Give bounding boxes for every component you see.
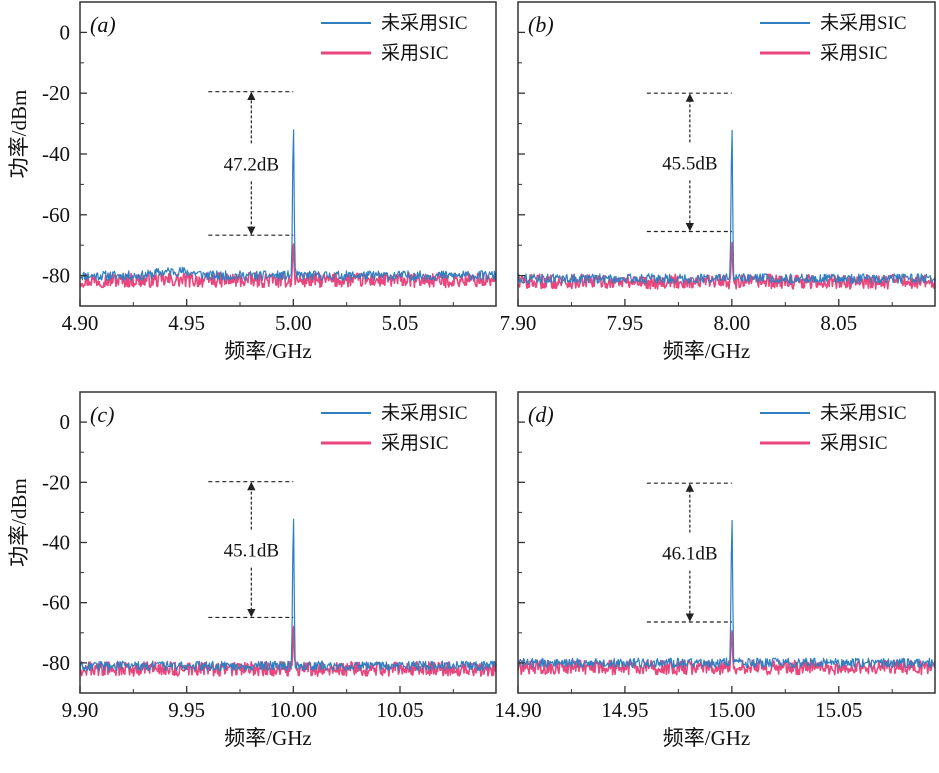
x-axis-title: 频率/GHz bbox=[224, 726, 312, 750]
annotation-label: 46.1dB bbox=[662, 544, 717, 565]
x-axis-title: 频率/GHz bbox=[224, 339, 312, 363]
x-tick-label: 10.00 bbox=[270, 698, 317, 722]
panel-d: 14.90 14.95 15.00 15.05 频率/GHz (d) 未采用SIC 采用SIC… bbox=[494, 391, 936, 750]
trace-sic-1 bbox=[79, 243, 497, 289]
x-tick-label: 14.90 bbox=[494, 698, 541, 722]
panel-a: 4.90 4.95 5.00 5.05 0 -20 -40 -60 -80 频率/GHz 功率/dB… bbox=[7, 1, 497, 363]
x-tick-label: 4.90 bbox=[62, 311, 99, 335]
legend-label-no-sic: 未采用SIC bbox=[820, 402, 907, 424]
trace-no-sic-3 bbox=[79, 518, 497, 672]
x-tick-label: 7.90 bbox=[500, 311, 537, 335]
x-tick-label: 15.00 bbox=[708, 698, 755, 722]
legend-label-no-sic: 未采用SIC bbox=[381, 402, 468, 424]
x-tick-label: 7.95 bbox=[607, 311, 644, 335]
panel-label: (a) bbox=[90, 12, 116, 37]
annotation-label: 47.2dB bbox=[224, 154, 279, 175]
trace-sic-2 bbox=[517, 241, 936, 290]
x-tick-label: 9.90 bbox=[62, 698, 99, 722]
panel-label: (b) bbox=[528, 12, 554, 37]
y-tick-label: -20 bbox=[42, 81, 70, 105]
legend-label-no-sic: 未采用SIC bbox=[820, 12, 907, 34]
y-tick-label: -60 bbox=[42, 591, 70, 615]
y-tick-label: -60 bbox=[42, 203, 70, 227]
y-tick-label: 0 bbox=[60, 20, 71, 44]
y-tick-label: 0 bbox=[60, 410, 71, 434]
legend-label-no-sic: 未采用SIC bbox=[381, 12, 468, 34]
x-tick-label: 4.95 bbox=[168, 311, 205, 335]
panel-b: 7.90 7.95 8.00 8.05 频率/GHz (b) 未采用SIC 采用SIC 45.5… bbox=[500, 1, 936, 363]
trace-no-sic-2 bbox=[517, 129, 936, 285]
x-axis-title: 频率/GHz bbox=[663, 726, 751, 750]
x-tick-label: 15.05 bbox=[815, 698, 862, 722]
annotation-label: 45.1dB bbox=[224, 541, 279, 562]
trace-no-sic-4 bbox=[517, 519, 936, 669]
panel-label: (d) bbox=[528, 402, 554, 427]
x-tick-label: 14.95 bbox=[601, 698, 648, 722]
y-tick-label: -80 bbox=[42, 264, 70, 288]
trace-sic-4 bbox=[517, 629, 936, 676]
legend-label-sic: 采用SIC bbox=[381, 432, 449, 454]
annotation-label: 45.5dB bbox=[662, 153, 717, 174]
y-tick-label: -20 bbox=[42, 470, 70, 494]
trace-no-sic-1 bbox=[79, 129, 497, 282]
x-tick-label: 9.95 bbox=[168, 698, 205, 722]
legend-label-sic: 采用SIC bbox=[820, 432, 888, 454]
y-tick-label: -40 bbox=[42, 531, 70, 555]
y-tick-label: -80 bbox=[42, 651, 70, 675]
panel-label: (c) bbox=[90, 402, 114, 427]
x-tick-label: 5.05 bbox=[382, 311, 419, 335]
x-tick-label: 5.00 bbox=[275, 311, 312, 335]
y-tick-label: -40 bbox=[42, 142, 70, 166]
x-tick-label: 8.00 bbox=[713, 311, 750, 335]
y-axis-title: 功率/dBm bbox=[7, 90, 31, 179]
x-tick-label: 8.05 bbox=[820, 311, 857, 335]
x-tick-label: 10.05 bbox=[376, 698, 423, 722]
legend-label-sic: 采用SIC bbox=[381, 42, 449, 64]
legend-label-sic: 采用SIC bbox=[820, 42, 888, 64]
x-axis-title: 频率/GHz bbox=[663, 339, 751, 363]
panel-c: 9.90 9.95 10.00 10.05 0 -20 -40 -60 -80 频率/GHz 功率/… bbox=[7, 391, 497, 750]
y-axis-title: 功率/dBm bbox=[7, 478, 31, 567]
